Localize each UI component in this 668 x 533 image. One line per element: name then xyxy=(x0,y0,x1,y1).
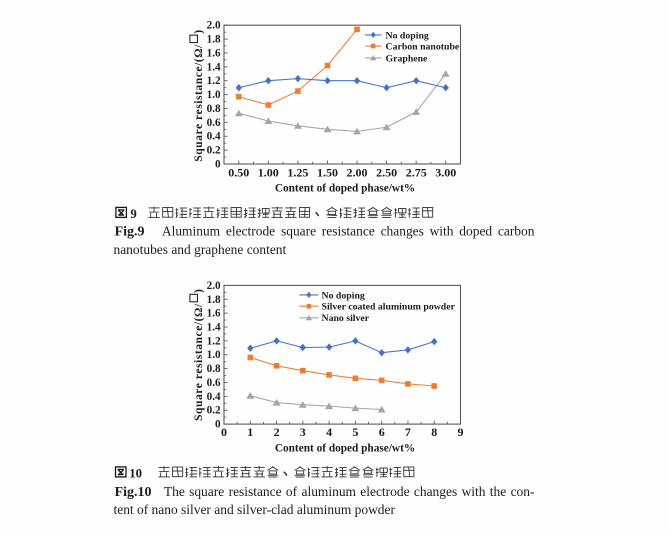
svg-text:square: square xyxy=(189,484,224,499)
svg-text:0.8: 0.8 xyxy=(207,363,221,375)
svg-text:2.0: 2.0 xyxy=(207,280,221,292)
svg-text:1.0: 1.0 xyxy=(207,89,221,101)
svg-text:1.6: 1.6 xyxy=(207,308,221,320)
svg-text:9: 9 xyxy=(130,207,136,221)
svg-text:No doping: No doping xyxy=(322,290,365,301)
svg-text:of: of xyxy=(286,484,298,499)
svg-text:changes: changes xyxy=(414,484,457,499)
svg-text:Square resistance/(Ω/: Square resistance/(Ω/ xyxy=(192,303,205,421)
svg-text:square: square xyxy=(281,224,316,239)
svg-text:1.2: 1.2 xyxy=(207,75,221,87)
svg-text:0.2: 0.2 xyxy=(207,405,221,417)
svg-text:electrode: electrode xyxy=(360,484,409,499)
svg-text:1: 1 xyxy=(247,425,253,439)
svg-text:with: with xyxy=(462,484,486,499)
svg-text:0.8: 0.8 xyxy=(207,103,221,115)
svg-text:Fig.9: Fig.9 xyxy=(115,225,145,240)
svg-text:2.0: 2.0 xyxy=(207,20,221,32)
svg-text:tent of nano silver and silver: tent of nano silver and silver-clad alum… xyxy=(114,502,396,517)
svg-text:0.6: 0.6 xyxy=(207,117,221,129)
svg-text:0: 0 xyxy=(221,425,227,439)
svg-text:changes: changes xyxy=(381,224,424,239)
svg-text:Silver coated aluminum powder: Silver coated aluminum powder xyxy=(322,302,456,313)
svg-text:5: 5 xyxy=(352,425,358,439)
svg-text:1.4: 1.4 xyxy=(207,61,221,73)
svg-text:0.2: 0.2 xyxy=(207,145,221,157)
svg-text:Content of doped phase/wt%: Content of doped phase/wt% xyxy=(275,183,415,195)
svg-text:2.75: 2.75 xyxy=(406,166,427,180)
svg-text:1.4: 1.4 xyxy=(207,322,221,334)
svg-text:0.4: 0.4 xyxy=(207,131,221,143)
svg-text:electrode: electrode xyxy=(226,224,275,239)
svg-text:0.4: 0.4 xyxy=(207,391,221,403)
svg-text:Square resistance/(Ω/: Square resistance/(Ω/ xyxy=(192,44,205,162)
svg-text:No doping: No doping xyxy=(386,30,429,41)
svg-text:nanotubes and graphene content: nanotubes and graphene content xyxy=(114,242,287,257)
svg-text:1.6: 1.6 xyxy=(207,48,221,60)
svg-text:Fig.10: Fig.10 xyxy=(115,485,152,500)
svg-text:3: 3 xyxy=(300,425,306,439)
svg-text:0.6: 0.6 xyxy=(207,377,221,389)
svg-text:doped: doped xyxy=(459,224,492,239)
svg-text:resistance: resistance xyxy=(322,224,375,239)
svg-text:1.8: 1.8 xyxy=(207,34,221,46)
svg-text:1.50: 1.50 xyxy=(317,166,338,180)
svg-text:Nano silver: Nano silver xyxy=(322,313,370,324)
svg-text:the: the xyxy=(490,484,506,499)
svg-text:Content of doped phase/wt%: Content of doped phase/wt% xyxy=(275,443,415,455)
svg-text:4: 4 xyxy=(326,425,332,439)
svg-text:with: with xyxy=(430,224,454,239)
svg-text:Aluminum: Aluminum xyxy=(162,224,221,239)
svg-text:carbon: carbon xyxy=(498,224,535,239)
svg-text:1.2: 1.2 xyxy=(207,335,221,347)
svg-text:6: 6 xyxy=(379,425,385,439)
svg-text:7: 7 xyxy=(405,425,411,439)
svg-text:1.25: 1.25 xyxy=(287,166,308,180)
svg-text:Carbon nanotube: Carbon nanotube xyxy=(386,42,460,53)
svg-text:): ) xyxy=(192,30,205,34)
svg-text:aluminum: aluminum xyxy=(302,484,357,499)
svg-text:resistance: resistance xyxy=(229,484,282,499)
svg-text:0: 0 xyxy=(215,419,221,431)
svg-text:8: 8 xyxy=(431,425,437,439)
svg-text:): ) xyxy=(192,289,205,293)
svg-text:1.0: 1.0 xyxy=(207,349,221,361)
svg-text:1.8: 1.8 xyxy=(207,294,221,306)
svg-text:10: 10 xyxy=(129,466,142,480)
svg-text:2.50: 2.50 xyxy=(376,166,397,180)
svg-text:9: 9 xyxy=(458,425,464,439)
svg-text:Graphene: Graphene xyxy=(386,53,429,64)
svg-text:2: 2 xyxy=(274,425,280,439)
svg-text:2.00: 2.00 xyxy=(347,166,368,180)
svg-text:The: The xyxy=(164,484,185,499)
svg-text:0.50: 0.50 xyxy=(228,166,249,180)
svg-text:3.00: 3.00 xyxy=(435,166,456,180)
svg-text:1.00: 1.00 xyxy=(258,166,279,180)
svg-text:0: 0 xyxy=(215,159,221,171)
svg-text:con-: con- xyxy=(511,484,535,499)
